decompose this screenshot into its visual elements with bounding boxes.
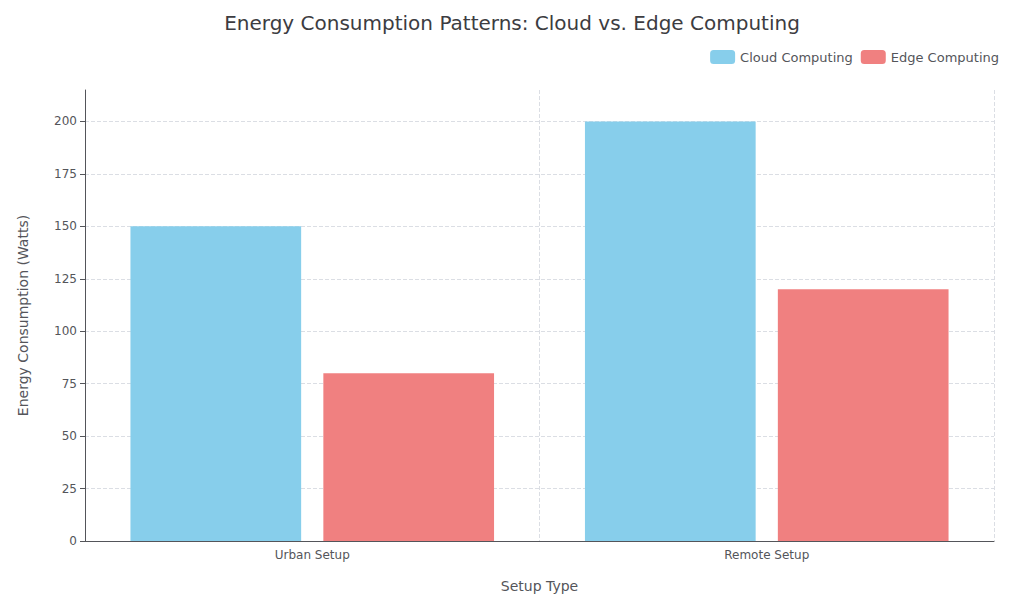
svg-text:Energy Consumption (Watts): Energy Consumption (Watts) xyxy=(15,215,31,416)
svg-text:Remote Setup: Remote Setup xyxy=(724,548,809,562)
svg-text:Setup Type: Setup Type xyxy=(501,578,578,594)
svg-text:50: 50 xyxy=(62,429,77,443)
svg-text:175: 175 xyxy=(54,167,77,181)
svg-text:100: 100 xyxy=(54,324,77,338)
svg-text:Cloud Computing: Cloud Computing xyxy=(740,50,853,65)
svg-text:25: 25 xyxy=(62,482,77,496)
svg-text:200: 200 xyxy=(54,114,77,128)
svg-text:Edge Computing: Edge Computing xyxy=(891,50,999,65)
svg-text:Urban Setup: Urban Setup xyxy=(275,548,350,562)
svg-text:Energy Consumption Patterns: C: Energy Consumption Patterns: Cloud vs. E… xyxy=(224,11,800,35)
svg-text:150: 150 xyxy=(54,219,77,233)
svg-text:0: 0 xyxy=(69,534,77,548)
svg-text:125: 125 xyxy=(54,272,77,286)
svg-text:75: 75 xyxy=(62,377,77,391)
